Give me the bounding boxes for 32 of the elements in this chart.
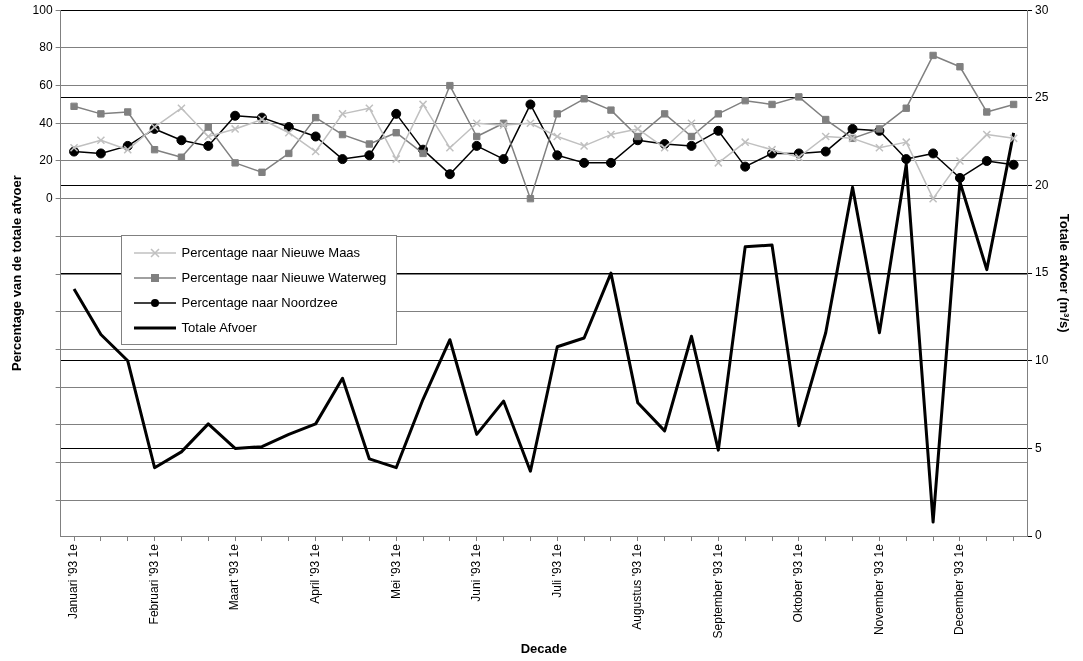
y-axis-title: Percentage van de totale afvoer (9, 175, 25, 372)
y-tick-label: 100 (32, 2, 53, 17)
y2-tick-label: 10 (1035, 353, 1049, 368)
x-tick-label: December '93 1e (952, 543, 967, 636)
y-tick-label: 80 (39, 40, 53, 55)
legend-label: Percentage naar Nieuwe Waterweg (181, 269, 387, 288)
x-tick-label: April '93 1e (307, 543, 322, 604)
y2-tick-label: 20 (1035, 177, 1049, 192)
y-tick-label: 60 (39, 77, 53, 92)
x-tick-label: Oktober '93 1e (791, 543, 806, 623)
y-tick-label: 40 (39, 115, 53, 130)
x-tick-label: Juni '93 1e (469, 543, 484, 602)
x-tick-label: Mei '93 1e (388, 543, 403, 600)
y2-tick-label: 15 (1035, 265, 1049, 280)
x-axis-title: Decade (520, 640, 567, 656)
legend-label: Totale Afvoer (181, 319, 257, 338)
x-tick-label: November '93 1e (871, 543, 886, 636)
y-tick-label: 20 (39, 153, 53, 168)
y2-tick-label: 5 (1035, 440, 1043, 455)
legend-label: Percentage naar Noordzee (181, 294, 338, 313)
y2-axis-title: Totale afvoer (m³/s) (1056, 213, 1072, 333)
x-tick-label: Maart '93 1e (227, 543, 242, 611)
x-tick-label: Augustus '93 1e (630, 543, 645, 630)
x-tick-label: September '93 1e (710, 543, 725, 639)
x-tick-label: Januari '93 1e (66, 543, 81, 620)
y2-tick-label: 25 (1035, 90, 1049, 105)
legend-label: Percentage naar Nieuwe Maas (181, 244, 361, 263)
y2-tick-label: 0 (1035, 528, 1043, 543)
y-tick-label: 0 (45, 190, 53, 205)
x-tick-label: Februari '93 1e (146, 543, 161, 625)
y2-tick-label: 30 (1035, 2, 1049, 17)
x-tick-label: Juli '93 1e (549, 543, 564, 598)
